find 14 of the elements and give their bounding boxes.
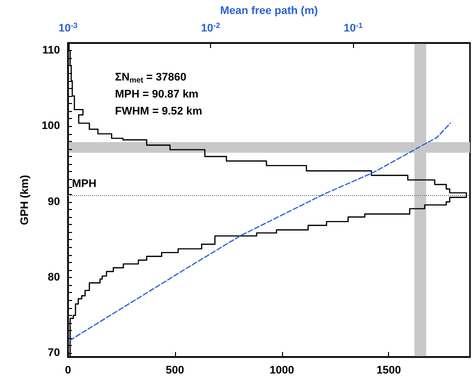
x-tick-label: 500 [166, 364, 184, 376]
annotation: FWHM = 9.52 km [115, 106, 202, 118]
x-tick-label: 1500 [376, 364, 401, 376]
x-tick-label: 1000 [270, 364, 294, 376]
y-axis-title: GPH (km) [19, 174, 32, 226]
y-tick-label: 100 [42, 120, 60, 132]
annotation: MPH = 90.87 km [115, 88, 199, 100]
y-tick-label: 70 [48, 347, 60, 360]
y-tick-label: 80 [48, 272, 60, 284]
y-tick-label: 110 [42, 44, 60, 57]
y-tick-label: 90 [48, 196, 60, 208]
ref-line-label: MPH [72, 178, 96, 190]
x-tick-label: 0 [64, 364, 72, 376]
x2-axis-title: Mean free path (m) [220, 5, 318, 18]
